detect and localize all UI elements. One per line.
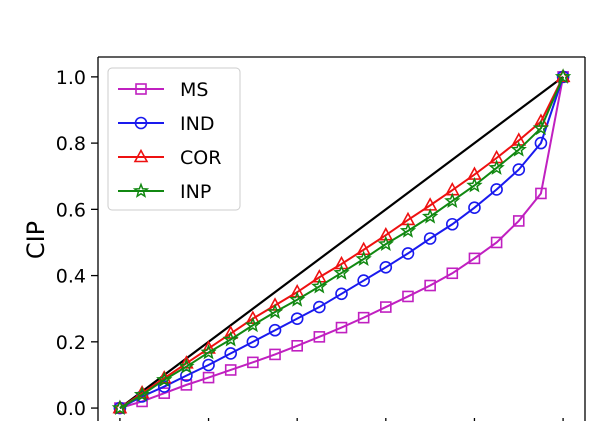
data-point [291,339,303,352]
y-axis-label: CIP [22,221,50,259]
legend-box [107,67,241,211]
data-point [335,287,348,301]
data-point [333,264,350,280]
data-point [247,356,259,369]
data-point [554,68,572,84]
data-point [424,279,436,292]
data-point [179,355,194,369]
data-point [202,358,215,372]
y-tick-label: 0.8 [56,133,86,155]
data-point [466,176,483,193]
data-point [379,261,393,274]
legend-entry-cor: COR [118,147,221,169]
y-tick-label: 0.2 [56,332,86,354]
data-point [267,297,283,311]
data-point [446,267,459,280]
legend-entry-ind: IND [118,113,214,135]
data-point [289,291,306,307]
data-point [535,187,547,200]
data-point [200,343,217,360]
data-point [224,364,237,376]
y-tick-label: 0.6 [56,199,86,221]
legend-entry-ms: MS [118,79,208,101]
data-point [178,358,195,374]
data-point [357,311,370,324]
series-line [119,76,565,410]
data-point [401,247,415,260]
data-point [512,163,526,176]
legend-label: INP [180,181,211,203]
data-point [313,331,326,343]
series-layer [111,68,572,415]
y-tick-label: 0.4 [56,266,86,288]
data-point [490,236,503,249]
data-point [223,325,239,339]
data-point [269,348,281,361]
data-point [133,386,151,402]
y-tick-label: 0.0 [56,398,86,420]
data-point [468,252,481,265]
data-point [555,68,571,83]
series-line [119,76,565,409]
data-point [335,321,348,334]
data-point [244,316,262,333]
legend-label: IND [180,113,214,135]
data-point [202,371,215,384]
data-point [534,136,548,150]
data-point [421,208,439,224]
series-inp [111,68,572,415]
legend-marker [133,148,149,163]
data-point [468,201,481,214]
data-point [512,215,525,227]
data-point [423,232,437,245]
data-point [444,192,461,209]
data-point [445,217,459,231]
data-point [488,159,505,175]
legend-marker [135,83,147,95]
data-point [490,183,503,196]
data-point [180,379,193,391]
y-tick-label: 1.0 [56,67,86,89]
legend-label: COR [180,147,221,169]
data-point [224,347,238,360]
data-point [245,310,261,324]
data-point [510,141,527,157]
data-point [402,290,414,303]
data-point [311,277,328,294]
data-point [266,303,284,319]
data-point [246,335,260,349]
data-point [399,222,417,238]
series-line [119,76,565,409]
data-point [357,274,370,287]
legend-marker [134,116,148,130]
data-point [222,330,239,347]
data-point [355,250,372,266]
legend: MS IND COR INP [107,67,241,211]
data-point [158,387,171,399]
data-point [380,301,392,313]
data-point [313,300,326,314]
legend-entry-inp: INP [118,181,211,203]
data-point [289,283,305,298]
data-point [268,323,282,337]
data-point [377,235,394,252]
reference-diagonal-line [119,75,564,409]
data-point [532,119,550,136]
data-point [290,312,304,325]
data-point [111,399,129,415]
reference-line-layer [119,75,564,409]
data-point [156,371,173,387]
legend-label: MS [180,79,208,101]
series-ms [114,71,569,414]
series-line [119,76,564,409]
legend-marker [132,182,150,198]
